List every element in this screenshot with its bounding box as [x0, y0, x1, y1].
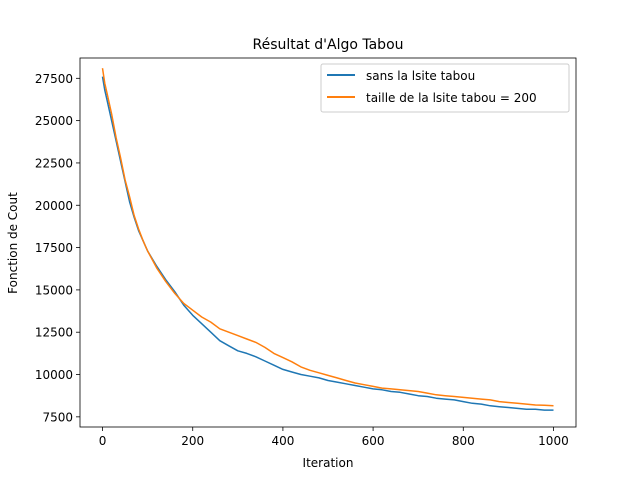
- y-tick-label-5: 20000: [35, 199, 73, 213]
- y-axis-label: Fonction de Cout: [6, 192, 20, 294]
- y-tick-label-4: 17500: [35, 241, 73, 255]
- legend: sans la lsite tabou taille de la lsite t…: [320, 63, 570, 113]
- x-tick-label-2: 400: [271, 434, 294, 448]
- plot-frame: [79, 57, 577, 428]
- legend-label-1: taille de la lsite tabou = 200: [366, 91, 537, 105]
- x-tick-label-3: 600: [362, 434, 385, 448]
- x-axis-label: Iteration: [303, 456, 354, 470]
- y-tick-label-8: 27500: [35, 72, 73, 86]
- y-tick-label-0: 7500: [42, 410, 73, 424]
- x-tick-label-1: 200: [181, 434, 204, 448]
- series-line-1: [101, 68, 554, 407]
- x-tick-label-0: 0: [99, 434, 107, 448]
- x-tick-label-5: 1000: [538, 434, 569, 448]
- y-tick-label-6: 22500: [35, 156, 73, 170]
- y-tick-label-7: 25000: [35, 114, 73, 128]
- legend-label-0: sans la lsite tabou: [366, 69, 475, 83]
- y-tick-label-3: 15000: [35, 283, 73, 297]
- chart-title: Résultat d'Algo Tabou: [252, 37, 403, 53]
- legend-frame: [320, 63, 570, 113]
- series-line-0: [101, 76, 554, 411]
- x-tick-label-4: 800: [452, 434, 475, 448]
- y-tick-label-2: 12500: [35, 326, 73, 340]
- y-tick-label-1: 10000: [35, 368, 73, 382]
